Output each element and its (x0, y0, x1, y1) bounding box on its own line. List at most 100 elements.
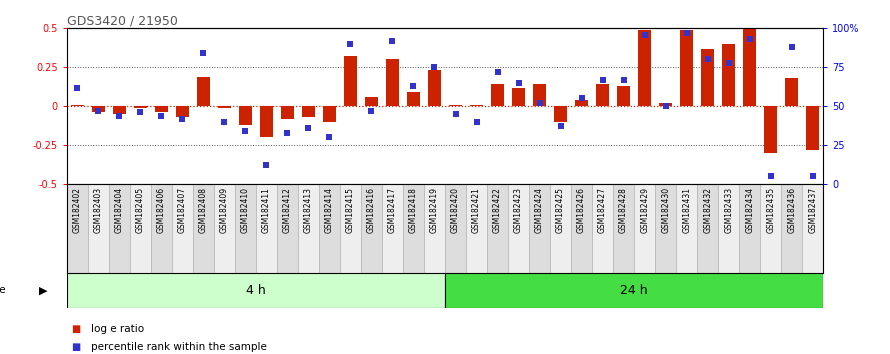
Bar (67, 184, 88, 273)
Bar (466, 184, 487, 273)
Text: GSM182434: GSM182434 (745, 187, 754, 233)
Text: GSM182408: GSM182408 (198, 187, 208, 233)
Bar (386, 59, 399, 106)
Point (512, 80, 526, 86)
Bar (781, 184, 802, 273)
Bar (508, 184, 529, 273)
Point (70, 85, 85, 90)
Text: GSM182425: GSM182425 (556, 187, 565, 233)
Bar (150, 184, 172, 273)
Point (385, 38, 400, 44)
Bar (214, 184, 235, 273)
Bar (743, 0, 756, 106)
Bar (323, 106, 336, 122)
Point (407, 83, 421, 89)
Text: GSM182437: GSM182437 (808, 187, 817, 233)
Point (617, 77, 631, 82)
Bar (155, 106, 167, 113)
Text: GDS3420 / 21950: GDS3420 / 21950 (67, 14, 178, 27)
Bar (109, 184, 130, 273)
Point (680, 30, 694, 36)
Point (805, 173, 820, 179)
Text: 24 h: 24 h (620, 284, 648, 297)
Text: GSM182422: GSM182422 (493, 187, 502, 233)
Bar (806, 106, 819, 150)
Bar (634, 184, 655, 273)
Point (574, 96, 588, 101)
Bar (680, 30, 693, 106)
Bar (554, 106, 567, 122)
Bar (491, 84, 504, 106)
Bar (260, 106, 272, 137)
Bar (361, 184, 382, 273)
Text: GSM182405: GSM182405 (136, 187, 145, 233)
Text: GSM182433: GSM182433 (724, 187, 733, 233)
Point (364, 108, 378, 114)
Point (154, 113, 168, 118)
Text: GSM182407: GSM182407 (178, 187, 187, 233)
Text: GSM182435: GSM182435 (766, 187, 775, 233)
Bar (340, 184, 361, 273)
Bar (113, 106, 125, 114)
Text: time: time (0, 285, 9, 295)
Bar (592, 184, 613, 273)
Bar (71, 105, 84, 106)
Text: GSM182417: GSM182417 (388, 187, 397, 233)
Bar (365, 97, 377, 106)
Bar (701, 48, 714, 106)
Text: GSM182429: GSM182429 (640, 187, 649, 233)
Point (344, 41, 358, 47)
Text: GSM182409: GSM182409 (220, 187, 229, 233)
Point (239, 128, 253, 134)
Bar (403, 184, 424, 273)
Bar (197, 76, 210, 106)
Text: GSM182402: GSM182402 (73, 187, 82, 233)
Bar (613, 184, 634, 273)
Point (554, 124, 568, 129)
Bar (697, 184, 718, 273)
Bar (428, 70, 441, 106)
Bar (765, 106, 777, 153)
Text: GSM182414: GSM182414 (325, 187, 334, 233)
Text: GSM182431: GSM182431 (682, 187, 692, 233)
Point (722, 60, 736, 65)
Text: GSM182436: GSM182436 (788, 187, 797, 233)
Bar (571, 184, 592, 273)
Bar (723, 44, 735, 106)
Bar (659, 103, 672, 106)
Point (532, 100, 546, 106)
Text: GSM182432: GSM182432 (703, 187, 712, 233)
Text: 4 h: 4 h (246, 284, 266, 297)
Bar (718, 184, 740, 273)
Bar (575, 100, 588, 106)
Bar (88, 184, 109, 273)
Point (196, 50, 210, 56)
Bar (298, 184, 319, 273)
Text: GSM182421: GSM182421 (472, 187, 481, 233)
Bar (786, 78, 798, 106)
Point (134, 110, 148, 115)
Text: GSM182404: GSM182404 (115, 187, 124, 233)
Point (280, 130, 295, 136)
Point (112, 113, 126, 118)
Text: GSM182413: GSM182413 (303, 187, 313, 233)
Bar (319, 184, 340, 273)
Text: log e ratio: log e ratio (91, 324, 144, 334)
Point (259, 162, 273, 168)
Bar (130, 184, 150, 273)
Bar (172, 184, 193, 273)
Text: GSM182430: GSM182430 (661, 187, 670, 233)
Point (764, 173, 778, 179)
Point (700, 57, 715, 62)
Bar (655, 184, 676, 273)
Bar (281, 106, 294, 119)
Bar (256, 184, 277, 273)
Bar (445, 184, 466, 273)
Bar (445, 273, 823, 308)
Text: GSM182418: GSM182418 (409, 187, 418, 233)
Point (637, 32, 651, 38)
Text: GSM182419: GSM182419 (430, 187, 439, 233)
Point (469, 119, 483, 125)
Text: GSM182428: GSM182428 (619, 187, 628, 233)
Text: GSM182406: GSM182406 (157, 187, 166, 233)
